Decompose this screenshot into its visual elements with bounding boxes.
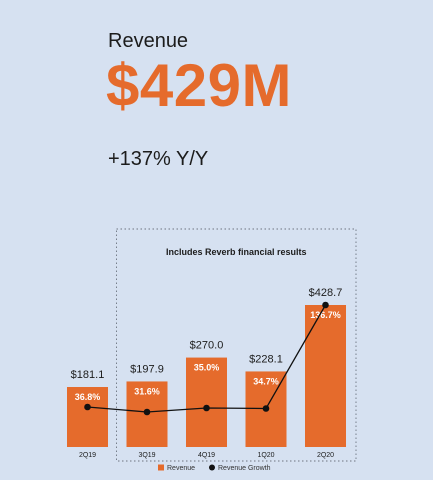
growth-value-label: 36.8% (75, 392, 101, 402)
growth-value-label: 31.6% (134, 386, 160, 396)
growth-point (143, 408, 151, 416)
growth-point (84, 403, 91, 411)
growth-point (203, 404, 210, 412)
growth-value-label: 136.7% (310, 310, 341, 320)
x-tick-label: 1Q20 (257, 452, 274, 459)
growth-point (262, 405, 270, 412)
headline-label: Revenue (108, 30, 189, 52)
bar-value-label: $228.1 (249, 353, 283, 365)
growth-value-label: 34.7% (253, 376, 279, 386)
x-tick-label: 3Q19 (138, 452, 155, 459)
legend-revenue-swatch (158, 464, 164, 471)
bar-2Q19 (67, 387, 108, 447)
bar-4Q19 (186, 357, 227, 447)
bar-value-label: $270.0 (190, 340, 224, 352)
bar-value-label: $197.9 (130, 363, 164, 375)
headline-change: +137% Y/Y (108, 148, 209, 170)
x-tick-label: 2Q20 (317, 452, 334, 459)
reverb-annotation-text: Includes Reverb financial results (166, 247, 307, 257)
growth-point (322, 301, 329, 309)
bar-2Q20 (305, 305, 346, 447)
bar-value-label: $428.7 (309, 287, 343, 299)
legend-revenue-label: Revenue (167, 465, 195, 472)
legend-growth-marker (209, 464, 215, 471)
growth-value-label: 35.0% (194, 363, 220, 373)
x-tick-label: 2Q19 (79, 452, 96, 459)
headline-value: $429M (106, 52, 292, 119)
legend-growth-label: Revenue Growth (218, 465, 271, 472)
bar-value-label: $181.1 (71, 369, 105, 381)
x-tick-label: 4Q19 (198, 452, 215, 459)
